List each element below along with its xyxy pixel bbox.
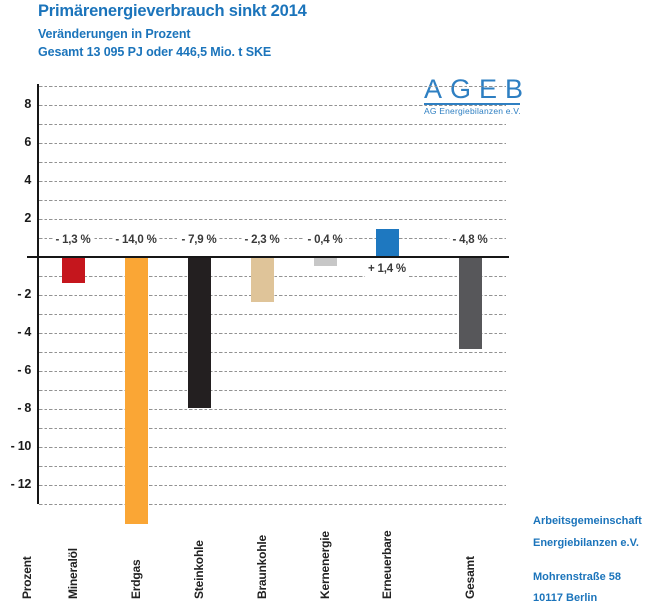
gridline bbox=[39, 85, 506, 87]
address-line: Mohrenstraße 58 bbox=[533, 571, 622, 583]
value-label: + 1,4 % bbox=[365, 262, 409, 277]
ageb-logo-text: AGEB bbox=[424, 74, 532, 104]
y-tick-label: - 10 bbox=[10, 439, 32, 453]
bar-gesamt bbox=[458, 258, 482, 350]
zero-baseline bbox=[27, 255, 509, 258]
value-label: - 4,8 % bbox=[449, 233, 491, 248]
value-label: - 14,0 % bbox=[112, 233, 160, 248]
value-label: - 0,4 % bbox=[304, 233, 346, 248]
address-street: Mohrenstraße 58 10117 Berlin bbox=[533, 567, 621, 609]
category-label: Steinkohle bbox=[191, 540, 206, 599]
address-line: Arbeitsgemeinschaft bbox=[533, 515, 642, 527]
y-tick-label: - 2 bbox=[17, 287, 31, 301]
y-tick-label: - 12 bbox=[10, 477, 32, 491]
y-tick-label: 8 bbox=[24, 97, 31, 111]
axis-unit-label: Prozent bbox=[19, 556, 34, 599]
chart-total-note: Gesamt 13 095 PJ oder 446,5 Mio. t SKE bbox=[38, 45, 272, 59]
ageb-logo-rule bbox=[424, 103, 520, 105]
gridline bbox=[39, 484, 506, 486]
y-tick-label: - 4 bbox=[17, 325, 31, 339]
gridline bbox=[39, 446, 506, 448]
y-tick-label: - 6 bbox=[17, 363, 31, 377]
gridline bbox=[39, 427, 506, 429]
gridline bbox=[39, 161, 506, 163]
y-tick-label: 4 bbox=[24, 173, 31, 187]
gridline bbox=[39, 389, 506, 391]
bar-braunkohle bbox=[250, 258, 274, 302]
y-tick-label: 2 bbox=[24, 211, 31, 225]
category-label: Erneuerbare bbox=[379, 530, 394, 600]
bar-erdgas bbox=[124, 258, 148, 524]
gridline bbox=[39, 180, 506, 182]
chart-subtitle: Veränderungen in Prozent bbox=[38, 27, 191, 41]
gridline bbox=[39, 313, 506, 315]
category-label: Mineralöl bbox=[65, 548, 80, 599]
ageb-logo-tagline: AG Energiebilanzen e.V. bbox=[424, 106, 521, 116]
y-tick-label: 6 bbox=[24, 135, 31, 149]
bar-mineralöl bbox=[61, 258, 85, 283]
gridline bbox=[39, 408, 506, 410]
gridline bbox=[39, 503, 506, 505]
ageb-logo: AGEB AG Energiebilanzen e.V. bbox=[424, 76, 534, 116]
gridline bbox=[39, 332, 506, 334]
y-axis-line bbox=[37, 84, 39, 504]
category-label: Braunkohle bbox=[254, 534, 269, 599]
y-tick-label: - 8 bbox=[17, 401, 31, 415]
gridline bbox=[39, 351, 506, 353]
gridline bbox=[39, 218, 506, 220]
category-label: Kernenergie bbox=[317, 531, 332, 599]
gridline bbox=[39, 104, 506, 106]
gridline bbox=[39, 142, 506, 144]
address-line: Energiebilanzen e.V. bbox=[533, 537, 639, 549]
address-line: 10117 Berlin bbox=[533, 592, 598, 604]
value-label: - 1,3 % bbox=[52, 233, 94, 248]
gridline bbox=[39, 370, 506, 372]
bar-erneuerbare bbox=[375, 229, 399, 256]
page-title: Primärenergieverbrauch sinkt 2014 bbox=[38, 2, 307, 20]
value-label: - 2,3 % bbox=[241, 233, 283, 248]
address-org: Arbeitsgemeinschaft Energiebilanzen e.V. bbox=[533, 510, 642, 554]
gridline bbox=[39, 465, 506, 467]
category-label: Erdgas bbox=[128, 559, 143, 599]
value-label: - 7,9 % bbox=[178, 233, 220, 248]
gridline bbox=[39, 199, 506, 201]
category-label: Gesamt bbox=[462, 556, 477, 599]
bar-kernenergie bbox=[313, 258, 337, 266]
gridline bbox=[39, 123, 506, 125]
bar-steinkohle bbox=[187, 258, 211, 409]
